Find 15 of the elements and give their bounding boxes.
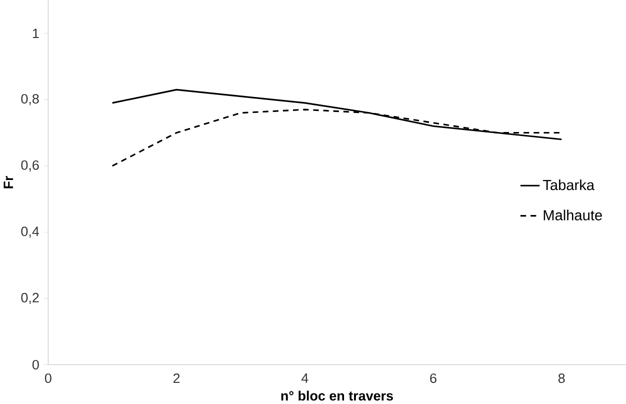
y-tick-label: 0,4	[21, 226, 40, 238]
x-tick-label: 2	[173, 373, 180, 383]
y-tick-label: 0,2	[21, 292, 39, 304]
y-tick-label: 1	[32, 28, 39, 38]
y-tick-label: 0,8	[21, 94, 39, 106]
x-tick-label: 6	[430, 373, 436, 383]
x-tick-label: 0	[44, 373, 52, 383]
y-tick-label: 0,6	[21, 160, 39, 172]
y-axis-title: Fr	[4, 176, 14, 188]
x-tick-label: 8	[558, 373, 565, 383]
legend-label: Malhaute	[544, 210, 602, 220]
legend-label: Tabarka	[542, 179, 595, 190]
x-tick-label: 4	[301, 373, 308, 383]
x-axis-title: n° bloc en travers	[281, 390, 393, 400]
y-tick-label: 0	[32, 360, 39, 370]
